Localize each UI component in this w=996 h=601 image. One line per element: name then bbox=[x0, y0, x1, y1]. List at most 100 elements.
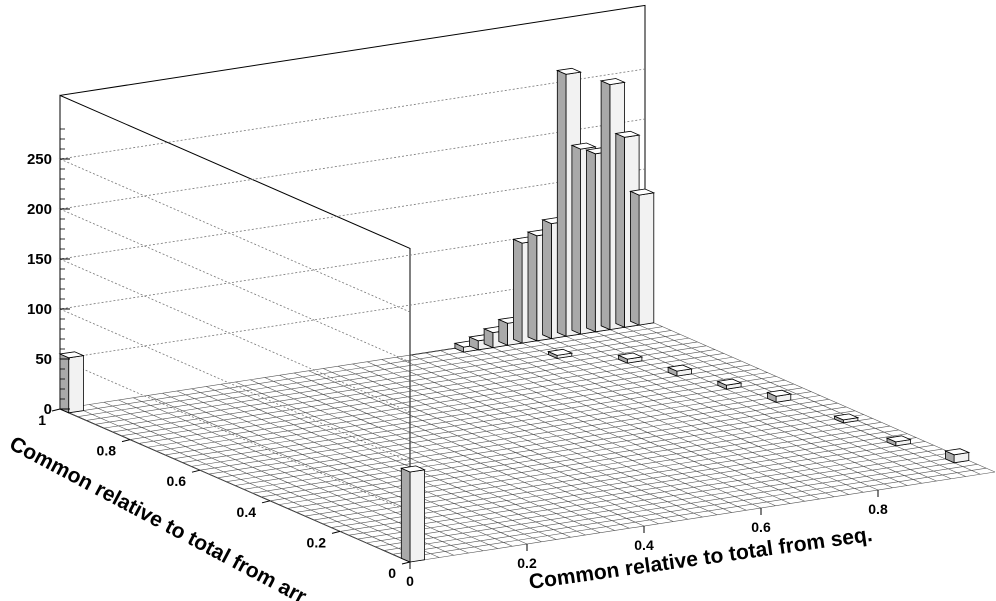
y-tick-mark bbox=[191, 469, 201, 473]
bar-top-face bbox=[58, 351, 85, 359]
floor-line bbox=[469, 345, 820, 500]
floor-grid bbox=[59, 318, 996, 563]
lego-bar bbox=[885, 435, 912, 447]
floor-line bbox=[94, 334, 681, 425]
floor-line bbox=[77, 326, 663, 417]
bar-top-face bbox=[617, 352, 644, 360]
lego-bar bbox=[58, 351, 85, 414]
x-tick-label: 0.8 bbox=[868, 501, 888, 517]
x-tick-label: 0 bbox=[406, 573, 414, 589]
floor-line bbox=[121, 345, 707, 437]
bar-side-face bbox=[542, 219, 552, 340]
lego-bar bbox=[628, 188, 656, 326]
y-tick-label: 0 bbox=[388, 565, 396, 581]
floor-line bbox=[630, 320, 981, 475]
floor-line bbox=[226, 391, 812, 482]
lego-bar bbox=[833, 413, 860, 424]
lego-bar bbox=[546, 348, 574, 360]
floor-line bbox=[156, 360, 742, 452]
floor-line bbox=[425, 352, 776, 507]
bar-side-face bbox=[400, 467, 411, 563]
floor-line bbox=[129, 349, 716, 440]
bar-front-face bbox=[409, 469, 426, 563]
floor-line bbox=[367, 361, 718, 516]
y-tick-mark bbox=[51, 408, 61, 412]
bars-group bbox=[58, 67, 971, 563]
bar-side-face bbox=[571, 144, 581, 335]
floor-line bbox=[208, 383, 794, 475]
floor-line bbox=[586, 327, 937, 482]
y-tick-mark bbox=[261, 500, 271, 504]
bar-top-face bbox=[765, 389, 793, 397]
lego-bar bbox=[666, 364, 693, 377]
bar-top-face bbox=[885, 435, 912, 443]
bar-side-face bbox=[527, 231, 538, 342]
lego-bar bbox=[765, 389, 793, 403]
y-tick-mark bbox=[331, 530, 341, 534]
z-tick-label: 0 bbox=[44, 401, 52, 418]
floor-line bbox=[498, 341, 849, 495]
bar-front-face bbox=[638, 192, 655, 326]
bar-side-face bbox=[59, 353, 70, 414]
bar-top-face bbox=[399, 465, 427, 473]
y-tick-label: 0.2 bbox=[307, 534, 327, 550]
bar-top-face bbox=[546, 348, 574, 356]
bar-top-face bbox=[666, 364, 693, 372]
bar-top-face bbox=[555, 67, 583, 75]
bar-top-face bbox=[599, 78, 626, 86]
floor-line bbox=[644, 318, 996, 473]
floor-line bbox=[173, 368, 759, 460]
z-tick-label: 150 bbox=[27, 251, 52, 268]
bar-side-face bbox=[600, 80, 611, 331]
y-tick-label: 0.4 bbox=[237, 504, 257, 520]
floor-line bbox=[440, 350, 791, 504]
floor-line bbox=[103, 337, 689, 429]
lego-bar bbox=[716, 378, 743, 390]
floor-line bbox=[527, 336, 879, 491]
floor-line bbox=[454, 347, 805, 502]
y-tick-mark bbox=[401, 561, 411, 565]
bar-top-face bbox=[614, 130, 641, 138]
bar-top-face bbox=[943, 448, 971, 456]
y-tick-label: 0.8 bbox=[97, 443, 117, 459]
z-tick-label: 50 bbox=[35, 351, 52, 368]
floor-line bbox=[484, 343, 835, 498]
x-axis-title: Common relative to total from seq. bbox=[527, 523, 873, 594]
plot-frame bbox=[58, 4, 646, 563]
floor-line bbox=[138, 353, 724, 444]
bar-front-face bbox=[68, 355, 84, 414]
floor-line bbox=[396, 356, 747, 511]
bar-side-face bbox=[498, 318, 508, 346]
bar-top-face bbox=[570, 142, 597, 150]
z-tick-label: 100 bbox=[27, 301, 52, 318]
bar-side-face bbox=[513, 238, 523, 344]
x-tick-label: 0.6 bbox=[751, 519, 771, 535]
bar-side-face bbox=[630, 190, 640, 326]
lego-bar bbox=[943, 448, 971, 464]
y-tick-label: 1 bbox=[38, 412, 46, 428]
floor-line bbox=[199, 379, 786, 471]
floor-line bbox=[182, 372, 768, 463]
floor-line bbox=[112, 341, 698, 433]
bar-side-face bbox=[586, 149, 596, 333]
floor-line bbox=[381, 359, 732, 513]
floor-line bbox=[542, 334, 893, 489]
floor-line bbox=[571, 329, 922, 484]
floor-line bbox=[217, 387, 803, 479]
bar-top-face bbox=[716, 378, 743, 386]
floor-line bbox=[513, 338, 864, 493]
z-tick-label: 200 bbox=[27, 201, 52, 218]
tick-labels: 0 50 100 150 200 250 0 0.2 0.4 0.6 0.8 0 0.2 0.4 0.6 0.… bbox=[27, 128, 888, 589]
bar-side-face bbox=[556, 69, 567, 337]
x-tick-label: 0.2 bbox=[517, 555, 537, 571]
bar-side-face bbox=[615, 132, 625, 328]
z-tick-label: 250 bbox=[27, 151, 52, 168]
floor-line bbox=[410, 354, 762, 509]
lego-bar bbox=[617, 352, 644, 364]
lego-bar bbox=[399, 465, 427, 563]
y-tick-label: 0.6 bbox=[167, 473, 187, 489]
floor-line bbox=[164, 364, 751, 456]
bar-top-face bbox=[833, 413, 860, 421]
floor-line bbox=[147, 356, 733, 448]
